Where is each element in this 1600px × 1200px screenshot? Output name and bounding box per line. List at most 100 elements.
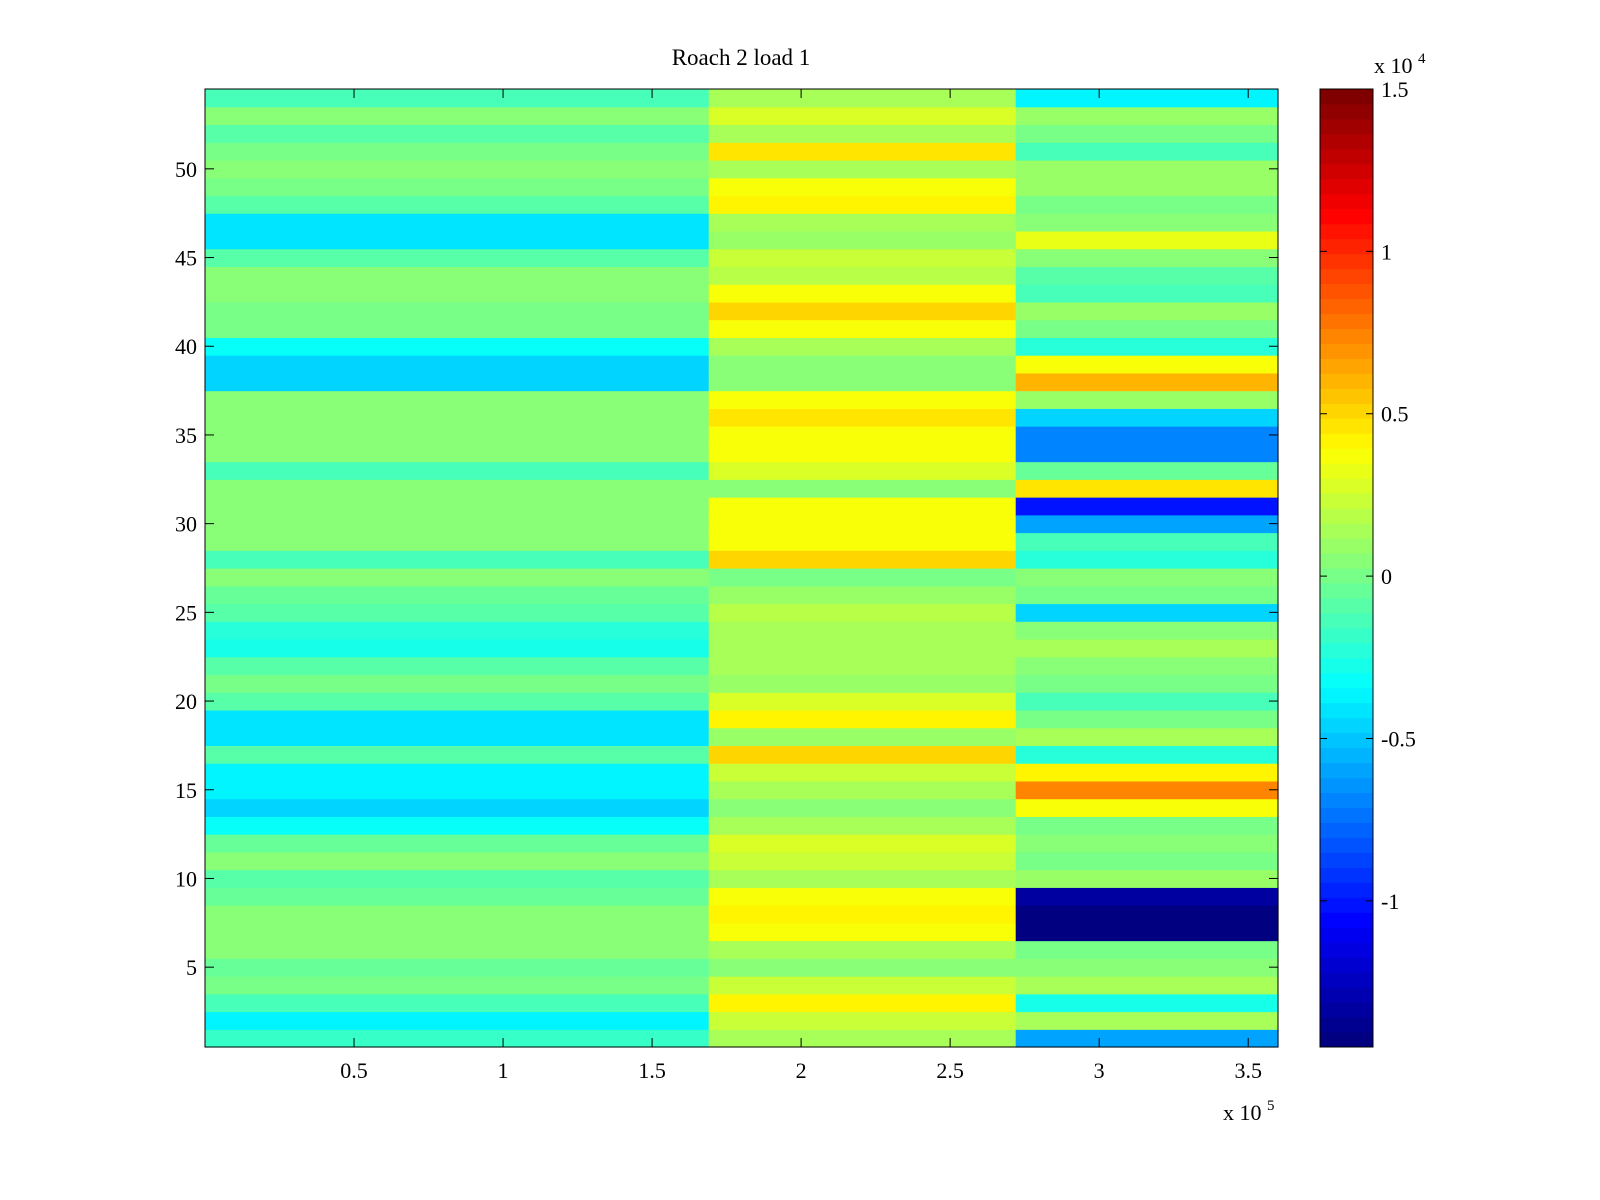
colorbar-band — [1320, 568, 1373, 584]
heatmap-cell — [1015, 195, 1279, 214]
heatmap-cell — [708, 656, 1017, 676]
heatmap-cell — [708, 798, 1017, 817]
colorbar-band — [1320, 807, 1373, 823]
heatmap-cell — [708, 124, 1017, 143]
chart-title: Roach 2 load 1 — [672, 45, 811, 70]
heatmap-cell — [1015, 816, 1279, 835]
colorbar-band — [1320, 897, 1373, 913]
colorbar-band — [1320, 642, 1373, 659]
heatmap-cell — [708, 621, 1017, 640]
heatmap-cell — [205, 284, 710, 303]
heatmap-cell — [1015, 177, 1279, 197]
colorbar-band — [1320, 253, 1373, 270]
heatmap-cell — [708, 958, 1017, 977]
colorbar-band — [1320, 1017, 1373, 1033]
heatmap-cell — [205, 213, 710, 232]
colorbar-band — [1320, 463, 1373, 479]
heatmap-cell — [205, 656, 710, 676]
heatmap-cell — [1015, 709, 1279, 729]
heatmap-cell — [1015, 301, 1279, 321]
heatmap-cell — [205, 89, 710, 108]
colorbar-band — [1320, 298, 1373, 315]
heatmap-cell — [1015, 461, 1279, 480]
heatmap-cell — [205, 443, 710, 463]
heatmap-cells — [205, 89, 1279, 1048]
colorbar-tick-label: 0 — [1381, 564, 1392, 589]
heatmap-cell — [708, 603, 1017, 622]
heatmap-cell — [1015, 780, 1279, 800]
heatmap-cell — [205, 532, 710, 551]
colorbar-band — [1320, 89, 1373, 105]
heatmap-cell — [1015, 692, 1279, 711]
heatmap-cell — [1015, 585, 1279, 605]
heatmap-cell — [205, 372, 710, 392]
colorbar-band — [1320, 732, 1373, 749]
heatmap-cell — [708, 763, 1017, 782]
heatmap-cell — [708, 851, 1017, 871]
heatmap-cell — [205, 887, 710, 906]
colorbar-band — [1320, 657, 1373, 674]
colorbar-band — [1320, 508, 1373, 524]
heatmap-cell — [1015, 976, 1279, 995]
colorbar-band — [1320, 283, 1373, 300]
heatmap-cell — [708, 745, 1017, 764]
heatmap-cell — [1015, 1029, 1279, 1048]
x-multiplier-base: x 10 — [1223, 1100, 1262, 1125]
heatmap-cell — [708, 443, 1017, 463]
heatmap-cell — [708, 479, 1017, 498]
heatmap-cell — [205, 1011, 710, 1030]
heatmap-cell — [205, 142, 710, 161]
colorbar-band — [1320, 612, 1373, 629]
x-tick-label: 0.5 — [340, 1058, 368, 1083]
heatmap-cell — [205, 603, 710, 622]
heatmap-cell — [1015, 1011, 1279, 1030]
heatmap-cell — [708, 159, 1017, 179]
colorbar-multiplier-exponent: 4 — [1418, 51, 1426, 67]
colorbar-multiplier-base: x 10 — [1374, 53, 1413, 78]
heatmap-cell — [205, 763, 710, 782]
heatmap-cell — [1015, 869, 1279, 888]
heatmap-cell — [708, 390, 1017, 409]
heatmap-cell — [205, 709, 710, 729]
heatmap-cell — [1015, 479, 1279, 498]
colorbar-band — [1320, 702, 1373, 719]
heatmap-cell — [1015, 443, 1279, 463]
heatmap-cell — [205, 195, 710, 214]
colorbar-band — [1320, 148, 1373, 165]
colorbar-band — [1320, 672, 1373, 689]
heatmap-cell — [1015, 355, 1279, 374]
colorbar-band — [1320, 133, 1373, 150]
heatmap-cell — [205, 337, 710, 356]
heatmap-cell — [1015, 922, 1279, 942]
colorbar-band — [1320, 867, 1373, 883]
heatmap-cell — [205, 390, 710, 409]
heatmap-cell — [205, 230, 710, 250]
heatmap-cell — [205, 426, 710, 445]
y-tick-label: 50 — [175, 157, 197, 182]
colorbar-band — [1320, 493, 1373, 509]
heatmap-cell — [1015, 851, 1279, 871]
colorbar-band — [1320, 972, 1373, 988]
heatmap-cell — [1015, 319, 1279, 338]
colorbar-band — [1320, 448, 1373, 464]
colorbar-multiplier: x 10 4 — [1374, 51, 1426, 78]
colorbar-band — [1320, 178, 1373, 195]
heatmap-cell — [708, 993, 1017, 1013]
heatmap-cell — [708, 780, 1017, 800]
colorbar-band — [1320, 777, 1373, 794]
heatmap-cell — [1015, 230, 1279, 250]
heatmap-cell — [205, 124, 710, 143]
heatmap-cell — [708, 195, 1017, 214]
colorbar-band — [1320, 957, 1373, 973]
heatmap-cell — [708, 426, 1017, 445]
colorbar-band — [1320, 478, 1373, 494]
plot-frame — [204, 88, 1279, 1048]
colorbar-band — [1320, 328, 1373, 344]
colorbar-band — [1320, 792, 1373, 808]
heatmap-cell — [708, 106, 1017, 126]
heatmap-cell — [205, 958, 710, 977]
colorbar-band — [1320, 163, 1373, 180]
heatmap-cell — [708, 248, 1017, 268]
heatmap-cell — [205, 106, 710, 126]
